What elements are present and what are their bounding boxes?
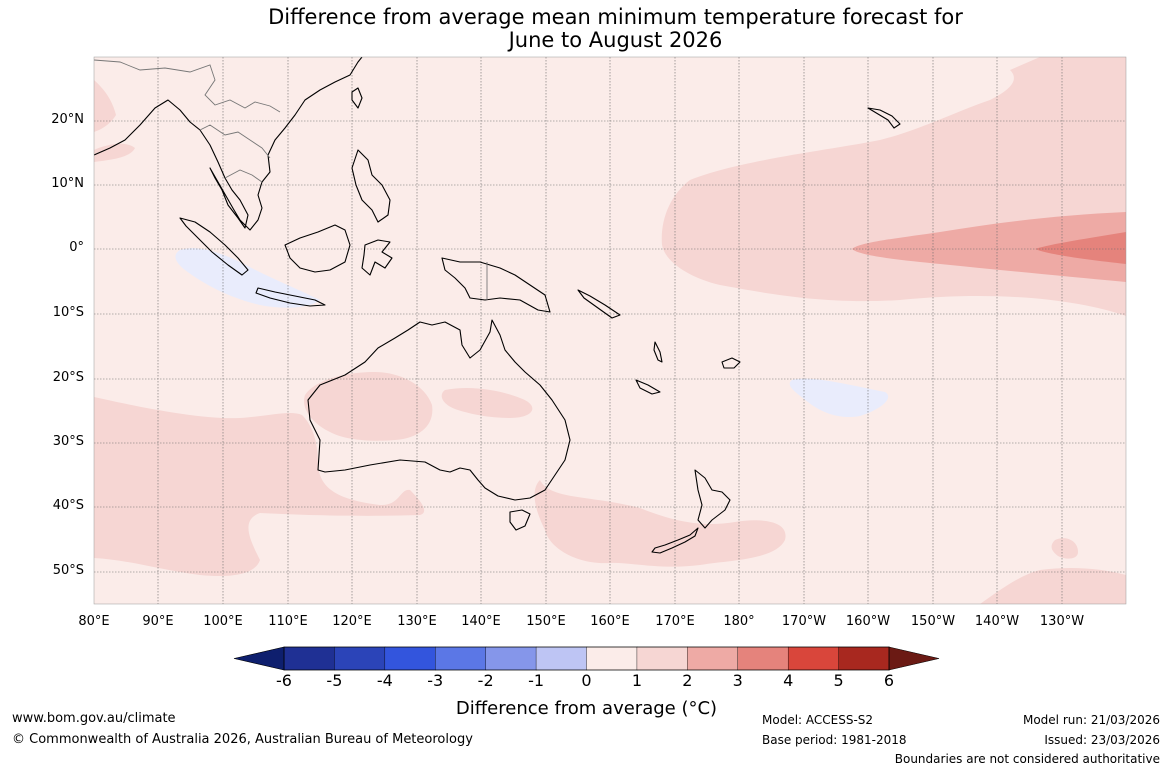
- model-run-text: Model run: 21/03/2026: [1022, 713, 1160, 727]
- new-caledonia-coastline: [635, 379, 661, 395]
- anomaly-region-1-2-indochina: [94, 143, 135, 162]
- lon-label-120e: 120°E: [332, 614, 372, 629]
- anomaly-region-1-2-tasman: [534, 480, 786, 567]
- hawaii-coastline: [867, 107, 901, 129]
- anomaly-region-1-2-south-indian: [94, 397, 425, 577]
- lon-label-130e: 130°E: [397, 614, 437, 629]
- map-title-line1: Difference from average mean minimum tem…: [268, 5, 963, 29]
- java-coastline: [255, 287, 326, 307]
- colorbar-label: Difference from average (°C): [455, 698, 718, 719]
- taiwan-coastline: [351, 87, 363, 109]
- lon-label-100e: 100°E: [203, 614, 243, 629]
- colorbar-box: [838, 646, 890, 671]
- model-text: Model: ACCESS-S2: [762, 713, 874, 727]
- lat-label-30s: 30°S: [52, 434, 84, 449]
- colorbar-box: [737, 646, 789, 671]
- map-frame: [93, 56, 1127, 605]
- anomaly-region-2-3-equatorial-pacific: [852, 212, 1126, 282]
- graticule: [94, 57, 1126, 604]
- anomaly-region-1-2-south-asia: [94, 80, 116, 132]
- colorbar-tick-label: 0: [581, 671, 592, 690]
- colorbar-box: [787, 646, 840, 671]
- lon-label-150e: 150°E: [526, 614, 566, 629]
- lon-label-110e: 110°E: [268, 614, 308, 629]
- colorbar-box: [334, 646, 386, 671]
- vanuatu-coastline: [653, 341, 663, 363]
- colorbar-box: [586, 646, 638, 671]
- lon-label-130w: 130°W: [1039, 614, 1085, 629]
- lat-label-0: 0°: [69, 240, 84, 255]
- anomaly-region-1-2-north-australia: [304, 372, 433, 441]
- lon-label-160w: 160°W: [845, 614, 891, 629]
- lon-label-140w: 140°W: [974, 614, 1020, 629]
- new-guinea-coastline: [441, 257, 551, 313]
- sulawesi-coastline: [361, 239, 393, 276]
- colorbar-tick-label: -3: [427, 671, 444, 690]
- disclaimer-text: Boundaries are not considered authoritat…: [894, 752, 1160, 766]
- anomaly-region-neg-south-pacific: [789, 378, 889, 418]
- colorbar-tick-label: 5: [833, 671, 844, 690]
- colorbar-tick-label: 3: [732, 671, 743, 690]
- colorbar-tick-label: -1: [528, 671, 545, 690]
- anomaly-region-1-2-south-pacific: [980, 567, 1126, 604]
- colorbar-tick-label: -2: [477, 671, 494, 690]
- colorbar-frame: [283, 646, 890, 671]
- issued-text: Issued: 23/03/2026: [1044, 733, 1160, 747]
- lon-label-140e: 140°E: [461, 614, 501, 629]
- colorbar-tick-label: -5: [326, 671, 343, 690]
- lat-label-10n: 10°N: [51, 176, 84, 191]
- lon-label-150w: 150°W: [910, 614, 956, 629]
- colorbar-extend-high: [888, 646, 940, 671]
- lon-label-170w: 170°W: [781, 614, 827, 629]
- colorbar-tick-label: -6: [276, 671, 292, 690]
- anomaly-region-1-2-coral-sea: [441, 387, 533, 418]
- colorbar-tick-label: 6: [883, 671, 895, 690]
- asia-mainland-coastline: [94, 57, 363, 231]
- borneo-coastline: [284, 224, 351, 273]
- colorbar-box: [485, 646, 537, 671]
- colorbar-box: [687, 646, 739, 671]
- website-text: www.bom.gov.au/climate: [12, 711, 176, 726]
- anomaly-region-neg-indonesia: [175, 248, 320, 308]
- country-borders: [94, 59, 488, 300]
- copyright-text: © Commonwealth of Australia 2026, Austra…: [12, 732, 473, 747]
- lon-label-170e: 170°E: [655, 614, 695, 629]
- lat-label-20n: 20°N: [51, 112, 84, 127]
- colorbar-tick-label: 2: [682, 671, 693, 690]
- sumatra-coastline: [179, 217, 249, 276]
- colorbar-box: [535, 646, 588, 671]
- fiji-coastline: [721, 357, 741, 369]
- colorbar-extend-low: [233, 646, 285, 671]
- base-period-text: Base period: 1981-2018: [762, 733, 907, 747]
- lat-label-50s: 50°S: [52, 563, 84, 578]
- anomaly-region-3-4-equatorial-pacific: [1035, 232, 1126, 264]
- new-zealand-south-coastline: [651, 527, 699, 554]
- lon-label-160e: 160°E: [590, 614, 630, 629]
- colorbar-box: [435, 646, 487, 671]
- new-zealand-north-coastline: [694, 469, 731, 529]
- lon-label-180: 180°: [723, 614, 755, 629]
- coastlines: [94, 57, 901, 554]
- map-title-line2: June to August 2026: [508, 28, 723, 52]
- philippines-coastline: [351, 149, 391, 223]
- anomaly-region-1-2-southern-ocean-spot: [1051, 538, 1078, 559]
- colorbar-box: [384, 646, 436, 671]
- australia-coastline: [307, 319, 571, 501]
- lon-label-80e: 80°E: [78, 614, 110, 629]
- lat-label-10s: 10°S: [52, 305, 84, 320]
- colorbar-box: [283, 646, 336, 671]
- solomon-islands-coastline: [577, 289, 621, 319]
- lat-label-20s: 20°S: [52, 370, 84, 385]
- colorbar-tick-label: -4: [376, 671, 393, 690]
- tasmania-coastline: [509, 509, 531, 531]
- lon-label-90e: 90°E: [142, 614, 174, 629]
- lat-label-40s: 40°S: [52, 498, 84, 513]
- colorbar-tick-label: 1: [631, 671, 642, 690]
- colorbar-box: [636, 646, 689, 671]
- colorbar-tick-label: 4: [783, 671, 794, 690]
